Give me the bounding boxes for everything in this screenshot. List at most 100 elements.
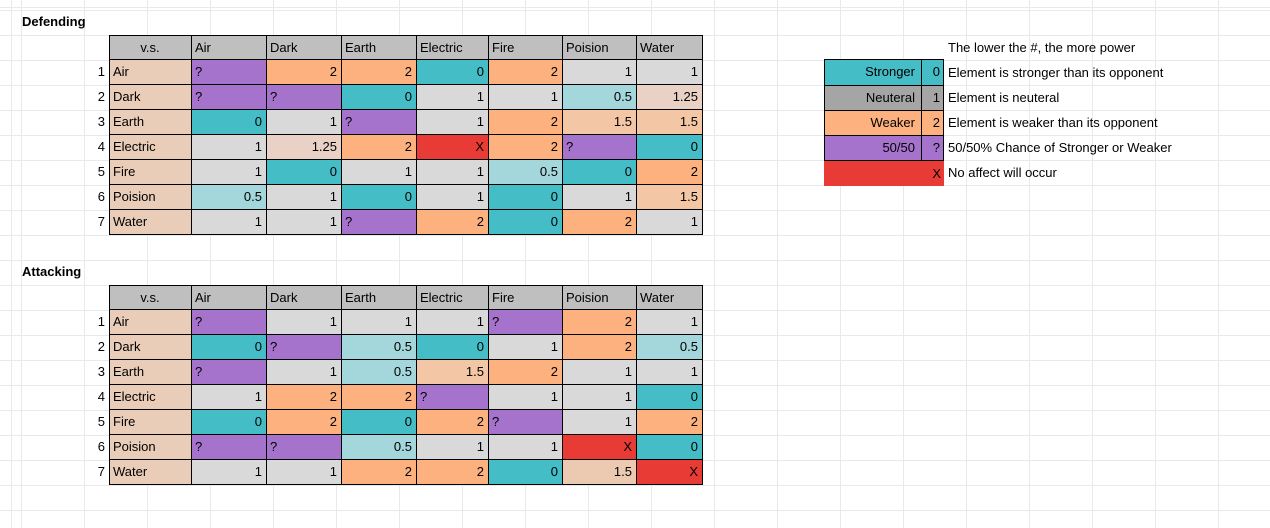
attacking-cell-dark-vs-poision[interactable]: 2 [563, 335, 637, 360]
defending-cell-fire-vs-electric[interactable]: 1 [417, 160, 489, 185]
attacking-cell-poision-vs-poision[interactable]: X [563, 435, 637, 460]
attacking-title[interactable]: Attacking [22, 264, 82, 279]
defending-cell-dark-vs-air[interactable]: ? [192, 85, 267, 110]
defending-row-label-air[interactable]: Air [109, 60, 192, 85]
attacking-cell-earth-vs-fire[interactable]: 2 [489, 360, 563, 385]
attacking-cell-water-vs-poision[interactable]: 1.5 [563, 460, 637, 485]
attacking-cell-poision-vs-air[interactable]: ? [192, 435, 267, 460]
legend-row-50-50[interactable]: 50/50? [825, 135, 943, 160]
defending-cell-poision-vs-electric[interactable]: 1 [417, 185, 489, 210]
defending-cell-dark-vs-electric[interactable]: 1 [417, 85, 489, 110]
defending-cell-fire-vs-dark[interactable]: 0 [267, 160, 342, 185]
defending-cell-air-vs-air[interactable]: ? [192, 60, 267, 85]
defending-cell-electric-vs-electric[interactable]: X [417, 135, 489, 160]
attacking-cell-earth-vs-water[interactable]: 1 [637, 360, 703, 385]
attacking-cell-fire-vs-fire[interactable]: ? [489, 410, 563, 435]
attacking-column-header-electric[interactable]: Electric [417, 285, 489, 310]
defending-row-label-water[interactable]: Water [109, 210, 192, 235]
defending-cell-air-vs-water[interactable]: 1 [637, 60, 703, 85]
attacking-row-label-dark[interactable]: Dark [109, 335, 192, 360]
note-line[interactable]: Element is neuteral [948, 90, 1060, 105]
attacking-cell-dark-vs-fire[interactable]: 1 [489, 335, 563, 360]
attacking-cell-fire-vs-dark[interactable]: 2 [267, 410, 342, 435]
attacking-cell-poision-vs-fire[interactable]: 1 [489, 435, 563, 460]
attacking-cell-electric-vs-poision[interactable]: 1 [563, 385, 637, 410]
defending-cell-earth-vs-poision[interactable]: 1.5 [563, 110, 637, 135]
attacking-cell-electric-vs-fire[interactable]: 1 [489, 385, 563, 410]
defending-cell-electric-vs-earth[interactable]: 2 [342, 135, 417, 160]
attacking-cell-electric-vs-water[interactable]: 0 [637, 385, 703, 410]
defending-cell-fire-vs-poision[interactable]: 0 [563, 160, 637, 185]
attacking-cell-dark-vs-electric[interactable]: 0 [417, 335, 489, 360]
defending-cell-earth-vs-air[interactable]: 0 [192, 110, 267, 135]
legend-no-effect-row[interactable]: X [824, 161, 944, 186]
defending-cell-poision-vs-dark[interactable]: 1 [267, 185, 342, 210]
defending-column-header-earth[interactable]: Earth [342, 35, 417, 60]
note-line[interactable]: Element is weaker than its opponent [948, 115, 1158, 130]
defending-cell-water-vs-earth[interactable]: ? [342, 210, 417, 235]
attacking-cell-electric-vs-electric[interactable]: ? [417, 385, 489, 410]
attacking-cell-water-vs-air[interactable]: 1 [192, 460, 267, 485]
attacking-cell-fire-vs-air[interactable]: 0 [192, 410, 267, 435]
note-line[interactable]: 50/50% Chance of Stronger or Weaker [948, 140, 1172, 155]
defending-title[interactable]: Defending [22, 14, 86, 29]
defending-cell-dark-vs-fire[interactable]: 1 [489, 85, 563, 110]
attacking-cell-earth-vs-air[interactable]: ? [192, 360, 267, 385]
defending-cell-water-vs-poision[interactable]: 2 [563, 210, 637, 235]
attacking-cell-water-vs-electric[interactable]: 2 [417, 460, 489, 485]
defending-cell-electric-vs-poision[interactable]: ? [563, 135, 637, 160]
attacking-corner-vs-cell[interactable]: v.s. [109, 285, 192, 310]
legend-row-stronger[interactable]: Stronger 0 [825, 60, 943, 85]
attacking-column-header-fire[interactable]: Fire [489, 285, 563, 310]
attacking-column-header-dark[interactable]: Dark [267, 285, 342, 310]
attacking-cell-air-vs-dark[interactable]: 1 [267, 310, 342, 335]
attacking-column-header-poision[interactable]: Poision [563, 285, 637, 310]
defending-cell-fire-vs-earth[interactable]: 1 [342, 160, 417, 185]
attacking-cell-poision-vs-water[interactable]: 0 [637, 435, 703, 460]
defending-row-label-electric[interactable]: Electric [109, 135, 192, 160]
defending-cell-water-vs-dark[interactable]: 1 [267, 210, 342, 235]
attacking-cell-water-vs-dark[interactable]: 1 [267, 460, 342, 485]
defending-cell-earth-vs-electric[interactable]: 1 [417, 110, 489, 135]
defending-row-label-fire[interactable]: Fire [109, 160, 192, 185]
defending-cell-fire-vs-fire[interactable]: 0.5 [489, 160, 563, 185]
defending-row-label-dark[interactable]: Dark [109, 85, 192, 110]
defending-cell-poision-vs-fire[interactable]: 0 [489, 185, 563, 210]
attacking-cell-air-vs-air[interactable]: ? [192, 310, 267, 335]
defending-cell-air-vs-earth[interactable]: 2 [342, 60, 417, 85]
attacking-cell-dark-vs-earth[interactable]: 0.5 [342, 335, 417, 360]
defending-cell-poision-vs-air[interactable]: 0.5 [192, 185, 267, 210]
defending-cell-earth-vs-fire[interactable]: 2 [489, 110, 563, 135]
attacking-cell-electric-vs-dark[interactable]: 2 [267, 385, 342, 410]
attacking-cell-water-vs-fire[interactable]: 0 [489, 460, 563, 485]
attacking-cell-fire-vs-water[interactable]: 2 [637, 410, 703, 435]
defending-cell-dark-vs-poision[interactable]: 0.5 [563, 85, 637, 110]
defending-column-header-poision[interactable]: Poision [563, 35, 637, 60]
attacking-cell-electric-vs-air[interactable]: 1 [192, 385, 267, 410]
attacking-column-header-air[interactable]: Air [192, 285, 267, 310]
attacking-cell-dark-vs-water[interactable]: 0.5 [637, 335, 703, 360]
defending-cell-electric-vs-fire[interactable]: 2 [489, 135, 563, 160]
defending-column-header-electric[interactable]: Electric [417, 35, 489, 60]
note-line[interactable]: Element is stronger than its opponent [948, 65, 1164, 80]
attacking-cell-water-vs-water[interactable]: X [637, 460, 703, 485]
defending-cell-water-vs-water[interactable]: 1 [637, 210, 703, 235]
defending-cell-earth-vs-earth[interactable]: ? [342, 110, 417, 135]
attacking-row-label-electric[interactable]: Electric [109, 385, 192, 410]
defending-cell-electric-vs-air[interactable]: 1 [192, 135, 267, 160]
defending-column-header-fire[interactable]: Fire [489, 35, 563, 60]
attacking-row-label-fire[interactable]: Fire [109, 410, 192, 435]
attacking-cell-fire-vs-poision[interactable]: 1 [563, 410, 637, 435]
defending-cell-poision-vs-poision[interactable]: 1 [563, 185, 637, 210]
defending-cell-dark-vs-water[interactable]: 1.25 [637, 85, 703, 110]
defending-cell-air-vs-fire[interactable]: 2 [489, 60, 563, 85]
attacking-row-label-air[interactable]: Air [109, 310, 192, 335]
attacking-cell-air-vs-earth[interactable]: 1 [342, 310, 417, 335]
attacking-cell-poision-vs-electric[interactable]: 1 [417, 435, 489, 460]
defending-cell-electric-vs-dark[interactable]: 1.25 [267, 135, 342, 160]
defending-cell-earth-vs-water[interactable]: 1.5 [637, 110, 703, 135]
legend-row-neuteral[interactable]: Neuteral 1 [825, 85, 943, 110]
attacking-cell-air-vs-electric[interactable]: 1 [417, 310, 489, 335]
defending-cell-electric-vs-water[interactable]: 0 [637, 135, 703, 160]
attacking-cell-earth-vs-earth[interactable]: 0.5 [342, 360, 417, 385]
